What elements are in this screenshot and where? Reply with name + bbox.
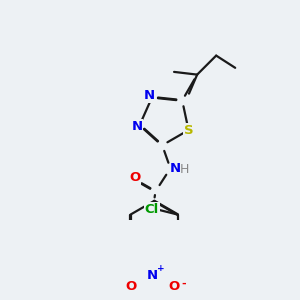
Text: +: + (157, 264, 164, 273)
Text: N: N (170, 162, 181, 175)
Text: N: N (147, 269, 158, 282)
Text: O: O (168, 280, 179, 293)
Text: -: - (182, 279, 186, 289)
Text: O: O (130, 171, 141, 184)
Text: N: N (131, 120, 142, 133)
Text: H: H (180, 163, 189, 176)
Text: O: O (125, 280, 136, 293)
Text: Cl: Cl (145, 202, 159, 216)
Text: S: S (184, 124, 193, 136)
Text: N: N (144, 89, 155, 102)
